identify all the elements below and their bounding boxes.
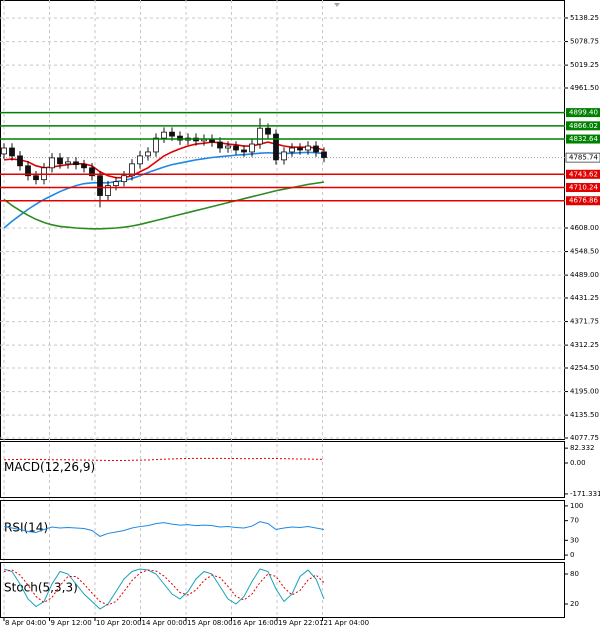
level-label: 4710.24 [569,184,598,192]
y-tick-label: 5138.25 [570,14,599,22]
level-label-box [566,108,600,118]
y-tick-label: 4254.50 [570,364,599,372]
x-tick-label: 19 Apr 22:01 [278,619,324,627]
candle-body [57,157,63,165]
y-tick-label: 0 [570,551,574,559]
candle-body [257,127,263,145]
candle-body [297,147,303,151]
indicator-line [3,568,325,610]
panel-frame [0,0,565,440]
level-label-box [566,169,600,179]
y-tick-label: 82.332 [570,444,595,452]
candle-body [241,149,247,153]
y-tick-label: 5019.25 [570,61,599,69]
candle-body [105,185,111,196]
candle-body [49,157,55,169]
candle-body [161,131,167,139]
indicator-line [3,569,325,606]
x-tick-label: 16 Apr 16:00 [233,619,279,627]
candle-body [81,164,87,169]
candle-body [273,133,279,161]
level-label-box [566,121,600,131]
candle-body [289,147,295,153]
y-tick-label: 4608.00 [570,224,599,232]
candle-body [305,145,311,151]
y-tick-label: 80 [570,570,579,578]
panel-frame [0,441,565,498]
candle-body [313,145,319,153]
candle-body [249,143,255,153]
level-label: 4676.86 [569,197,598,205]
candle-body [281,151,287,161]
level-label: 4899.40 [569,109,598,117]
x-tick-label: 8 Apr 04:00 [5,619,46,627]
y-tick-label: 4548.50 [570,248,599,256]
level-label: 4743.62 [569,170,598,178]
y-tick-label: 4135.50 [570,411,599,419]
candle-body [33,175,39,181]
candle-body [25,165,31,177]
level-label: 4832.64 [569,135,598,143]
candle-body [9,147,15,157]
indicator-line [3,457,325,461]
candle-body [17,155,23,167]
panel-title: RSI(14) [4,521,48,535]
x-tick-label: 14 Apr 00:00 [142,619,188,627]
level-label: 4866.02 [569,122,598,130]
last-price-box [565,152,600,163]
x-tick-label: 15 Apr 08:00 [187,619,233,627]
x-tick-label: 21 Apr 04:00 [324,619,370,627]
candle-body [169,131,175,137]
panel-title: Stoch(5,3,3) [4,581,78,595]
y-tick-label: 4961.50 [570,84,599,92]
y-tick-label: 30 [570,536,579,544]
y-tick-label: 100 [570,502,583,510]
y-tick-label: 4077.75 [570,434,599,442]
candle-body [113,181,119,187]
candle-body [153,137,159,153]
y-tick-label: -171.331 [570,490,600,498]
y-tick-label: 0.00 [570,459,586,467]
candle-body [1,147,7,155]
candle-body [121,175,127,183]
candle-body [137,155,143,165]
y-tick-label: 70 [570,517,579,525]
y-tick-label: 4312.25 [570,341,599,349]
indicator-line [3,181,325,230]
x-tick-label: 9 Apr 12:00 [51,619,92,627]
candle-body [321,151,327,158]
x-tick-label: 10 Apr 20:00 [96,619,142,627]
candle-body [65,161,71,165]
level-label-box [566,183,600,193]
candle-body [225,145,231,149]
candle-body [73,161,79,166]
candle-body [89,167,95,177]
candle-body [97,175,103,196]
candle-body [177,135,183,141]
level-label-box [566,196,600,206]
level-label-box [566,134,600,144]
indicator-line [3,151,325,229]
candle-body [233,145,239,151]
panel-frame [0,500,565,560]
indicator-line [3,521,325,537]
panel-frame [0,562,565,618]
y-tick-label: 4431.25 [570,294,599,302]
indicator-line [3,141,325,179]
candle-body [129,163,135,177]
y-tick-label: 5078.75 [570,38,599,46]
candle-body [217,141,223,149]
y-tick-label: 20 [570,600,579,608]
candle-body [265,127,271,135]
last-price-label: 4785.74 [569,154,598,162]
y-tick-label: 4489.00 [570,271,599,279]
shift-marker [334,3,340,7]
y-tick-label: 4195.00 [570,388,599,396]
y-tick-label: 4371.75 [570,318,599,326]
panel-title: MACD(12,26,9) [4,460,95,474]
candle-body [145,151,151,157]
